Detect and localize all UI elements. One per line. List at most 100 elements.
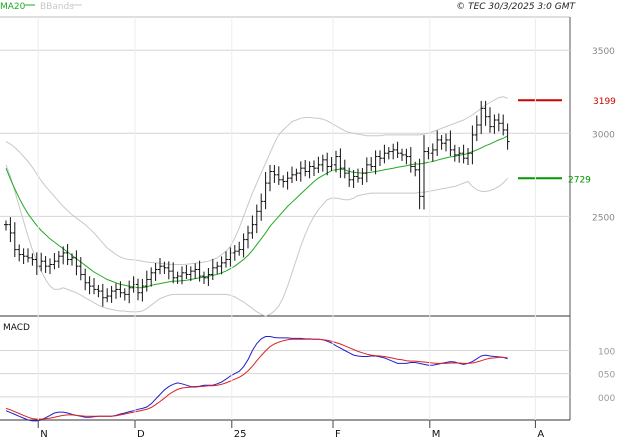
price-gridlines: [0, 49, 570, 217]
signal-line: [5, 338, 508, 420]
ohlc-bar: [166, 261, 171, 280]
ohlc-bar: [87, 276, 92, 295]
ohlc-bar: [378, 150, 382, 167]
ohlc-bar: [215, 261, 220, 274]
ohlc-bar: [466, 148, 470, 166]
x-tick-label: D: [137, 429, 145, 440]
ohlc-bar: [351, 169, 356, 188]
ohlc-bar: [254, 204, 259, 234]
ohlc-bar: [56, 251, 61, 268]
ohlc-bar: [303, 160, 308, 177]
ohlc-bar: [21, 248, 26, 265]
price-levels: 3199 2729: [518, 97, 616, 185]
ohlc-bar: [325, 152, 330, 176]
ohlc-bar: [501, 114, 506, 136]
ohlc-bar: [400, 148, 404, 162]
ohlc-bar: [413, 161, 418, 177]
ohlc-bar: [197, 260, 202, 282]
ohlc-bar: [483, 100, 488, 126]
price-y-tick-label: 2500: [592, 213, 615, 223]
price-bars: [4, 100, 510, 307]
ohlc-bar: [298, 161, 303, 182]
ohlc-bar: [48, 258, 52, 274]
ohlc-bar: [83, 268, 88, 291]
ohlc-bar: [188, 266, 193, 281]
ohlc-bar: [470, 125, 475, 165]
ohlc-bar: [276, 166, 281, 185]
ohlc-bar: [241, 233, 246, 258]
ohlc-bar: [272, 165, 277, 183]
ohlc-bar: [39, 252, 44, 272]
macd-gridlines: [0, 349, 570, 398]
copyright-text: © TEC 30/3/2025 3:0 GMT: [456, 2, 576, 12]
ohlc-bar: [430, 143, 435, 162]
ohlc-bar: [356, 168, 360, 183]
ohlc-bar: [395, 141, 400, 159]
ohlc-bar: [307, 161, 312, 179]
ohlc-bar: [78, 257, 83, 281]
ohlc-bar: [347, 167, 352, 187]
ohlc-bar: [96, 284, 101, 298]
macd-y-axis: 100 050 000: [598, 347, 615, 403]
ohlc-bar: [100, 283, 105, 307]
x-tick-label: M: [432, 429, 441, 440]
ohlc-bar: [422, 135, 426, 210]
macd-y-tick-label: 050: [598, 371, 615, 381]
ohlc-bar: [417, 158, 422, 210]
ohlc-bar: [52, 253, 57, 270]
ohlc-bar: [408, 147, 413, 173]
ohlc-bar: [294, 168, 299, 181]
ohlc-bar: [232, 245, 237, 261]
ohlc-bar: [364, 157, 369, 183]
support-label: 2729: [568, 175, 591, 185]
x-tick-label: F: [335, 429, 341, 440]
ohlc-bar: [136, 278, 140, 301]
ohlc-bar: [61, 246, 66, 265]
ohlc-bar: [184, 265, 189, 279]
ohlc-bar: [496, 113, 501, 132]
ohlc-bar: [474, 115, 479, 142]
ohlc-bar: [268, 165, 272, 192]
ohlc-bar: [452, 144, 457, 162]
ohlc-bar: [479, 100, 484, 135]
x-axis: N D 25 F M A: [37, 17, 544, 440]
ohlc-bar: [12, 222, 17, 258]
ohlc-bar: [373, 150, 378, 175]
ohlc-bar: [281, 175, 286, 188]
macd-y-tick-label: 100: [598, 347, 615, 357]
ohlc-bar: [237, 241, 242, 256]
macd-y-tick-label: 000: [598, 394, 615, 404]
ohlc-bar: [92, 277, 96, 295]
ohlc-bar: [386, 147, 391, 160]
ohlc-bar: [162, 261, 167, 274]
x-tick-label: 25: [234, 429, 247, 440]
ohlc-bar: [219, 256, 224, 275]
ohlc-bar: [118, 281, 123, 298]
bband-upper-line: [5, 96, 508, 265]
ohlc-bar: [65, 244, 70, 266]
legend-ma20-label: MA20: [0, 2, 26, 12]
ohlc-bar: [193, 263, 198, 279]
ohlc-bar: [492, 114, 497, 134]
resistance-label: 3199: [593, 97, 616, 107]
price-y-tick-label: 3500: [592, 47, 615, 57]
ohlc-bar: [334, 150, 338, 173]
ohlc-bar: [316, 156, 321, 173]
ohlc-bar: [290, 166, 294, 183]
ohlc-bar: [109, 285, 114, 303]
ohlc-bar: [263, 171, 268, 210]
ohlc-bar: [369, 157, 374, 171]
ohlc-bar: [17, 244, 22, 262]
ohlc-bar: [360, 167, 365, 185]
ohlc-bar: [74, 250, 79, 276]
ohlc-bar: [391, 143, 396, 160]
ohlc-bar: [180, 266, 184, 285]
ohlc-bar: [342, 159, 347, 179]
ohlc-bar: [149, 267, 154, 287]
ohlc-bar: [30, 253, 35, 266]
ohlc-bar: [448, 130, 453, 157]
ohlc-bar: [153, 263, 158, 281]
legend-bbands-label: BBands: [40, 2, 74, 12]
ohlc-bar: [312, 160, 316, 176]
